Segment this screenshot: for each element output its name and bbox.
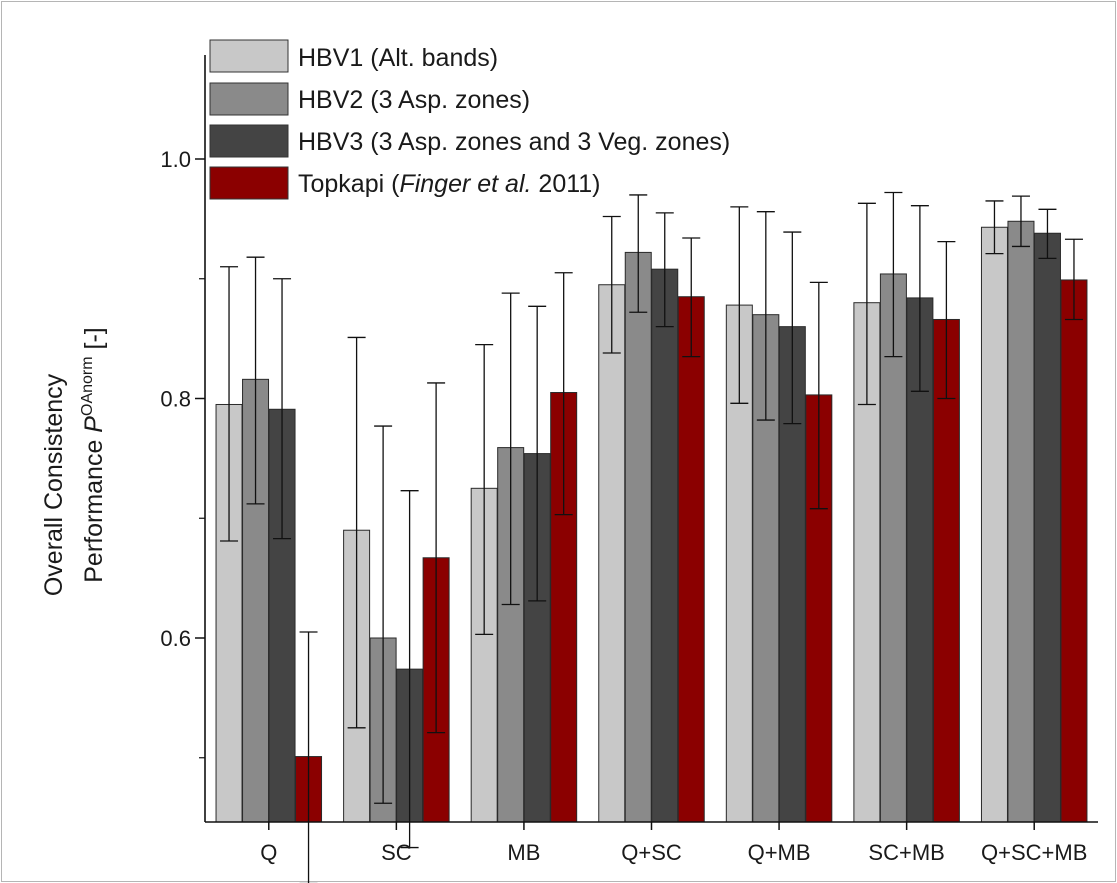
x-tick-label: Q+MB [748,840,811,865]
legend-swatch-topkapi [209,166,289,200]
x-tick-label: SC [381,840,412,865]
y-axis-title-line2: Performance POAnorm [-] [79,327,108,583]
plot-area: Q SC MB Q+SC Q+MB SC+MB Q+SC+MB 0.6 0.8 1.0 [160,55,1098,883]
y-axis-title-suffix: [-] [80,327,108,356]
legend-swatch-hbv2 [209,82,289,116]
bar [980,226,1008,823]
legend-topkapi-prefix: Topkapi ( [298,170,400,198]
bar [1033,232,1061,823]
y-axis-title-line1: Overall Consistency [40,373,68,596]
y-tick-label: 0.8 [160,387,191,412]
legend-label-topkapi: Topkapi (Finger et al. 2011) [298,170,601,198]
bar [677,296,705,823]
x-tick-label: Q [260,840,277,865]
legend-label-hbv3: HBV3 (3 Asp. zones and 3 Veg. zones) [298,128,730,156]
legend-topkapi-suffix: 2011) [531,170,600,198]
x-tick-label: SC+MB [868,840,944,865]
x-tick-label: Q+SC+MB [981,840,1087,865]
bar [598,284,626,823]
x-tick-label: MB [507,840,540,865]
legend-swatch-hbv3 [209,124,289,158]
y-axis-title-superscript: OAnorm [79,356,96,416]
x-tick-label: Q+SC [621,840,682,865]
y-axis-title-symbol: P [80,416,108,433]
y-axis-title-prefix: Performance [80,433,108,583]
y-axis-title: Overall Consistency Performance POAnorm … [40,327,108,596]
legend-topkapi-italic: Finger et al. [399,170,531,198]
bar [651,268,679,823]
bar [624,251,652,823]
bar [1060,279,1088,823]
y-tick-label: 0.6 [160,626,191,651]
legend-swatch-hbv1 [209,39,289,73]
bar [1007,220,1035,823]
legend-label-hbv1: HBV1 (Alt. bands) [298,44,498,72]
legend-label-hbv2: HBV2 (3 Asp. zones) [298,86,530,114]
legend: HBV1 (Alt. bands) HBV2 (3 Asp. zones) HB… [209,39,730,200]
y-tick-label: 1.0 [160,147,191,172]
bar [932,318,960,823]
